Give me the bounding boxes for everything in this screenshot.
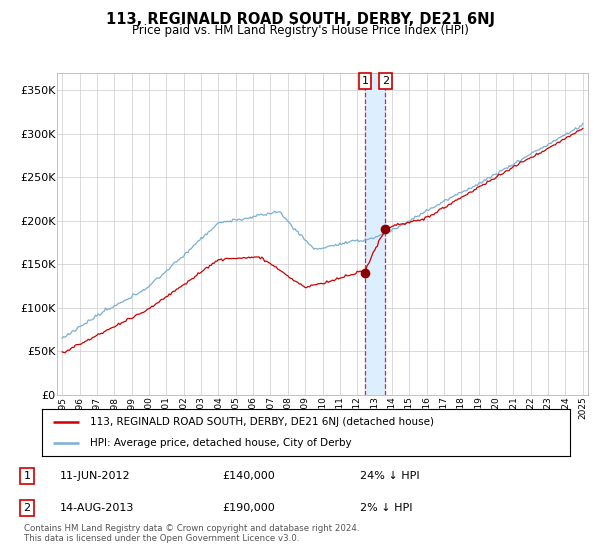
Text: £190,000: £190,000: [222, 503, 275, 514]
Text: 1: 1: [361, 76, 368, 86]
Text: Price paid vs. HM Land Registry's House Price Index (HPI): Price paid vs. HM Land Registry's House …: [131, 24, 469, 37]
Text: Contains HM Land Registry data © Crown copyright and database right 2024.
This d: Contains HM Land Registry data © Crown c…: [24, 524, 359, 543]
Text: 2% ↓ HPI: 2% ↓ HPI: [360, 503, 413, 514]
Text: HPI: Average price, detached house, City of Derby: HPI: Average price, detached house, City…: [89, 438, 351, 448]
Bar: [365, 73, 385, 395]
Text: 14-AUG-2013: 14-AUG-2013: [60, 503, 134, 514]
Text: 11-JUN-2012: 11-JUN-2012: [60, 471, 131, 481]
Text: 24% ↓ HPI: 24% ↓ HPI: [360, 471, 419, 481]
Text: 1: 1: [23, 471, 31, 481]
Text: £140,000: £140,000: [222, 471, 275, 481]
Text: 113, REGINALD ROAD SOUTH, DERBY, DE21 6NJ: 113, REGINALD ROAD SOUTH, DERBY, DE21 6N…: [106, 12, 494, 27]
Text: 2: 2: [23, 503, 31, 514]
Text: 2: 2: [382, 76, 389, 86]
Text: 113, REGINALD ROAD SOUTH, DERBY, DE21 6NJ (detached house): 113, REGINALD ROAD SOUTH, DERBY, DE21 6N…: [89, 417, 434, 427]
